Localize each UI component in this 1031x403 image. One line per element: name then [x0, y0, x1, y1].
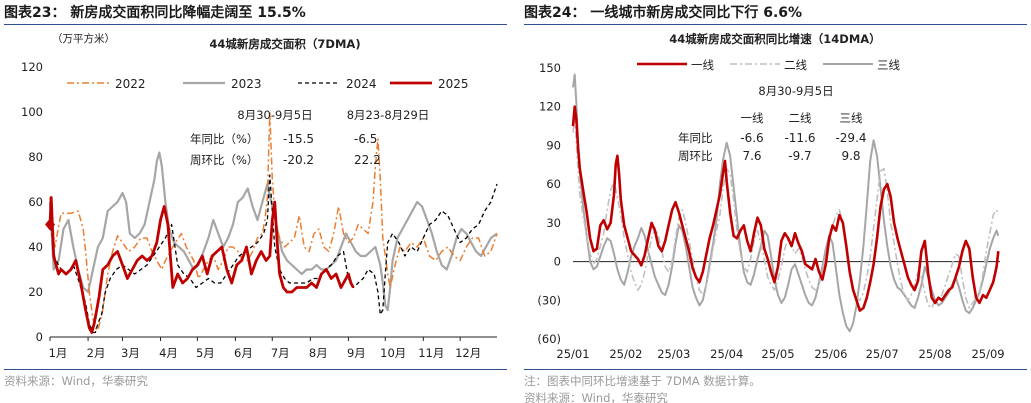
- right-annotation-date: 8月30-9月5日: [758, 84, 833, 98]
- right-x-tick-label: 25/01: [556, 347, 589, 361]
- right-x-tick-label: 25/06: [814, 347, 847, 361]
- left-x-tick-label: 12月: [455, 346, 481, 360]
- left-x-tick-label: 3月: [121, 346, 140, 360]
- right-legend-label: 一线: [691, 58, 714, 72]
- right-y-tick-label: 0: [554, 255, 561, 269]
- series-line-二线: [572, 116, 1000, 309]
- left-legend-label: 2022: [115, 77, 146, 91]
- right-y-tick-label: 120: [539, 100, 561, 114]
- right-y-tick-label: 60: [546, 177, 561, 191]
- series-line-2022: [49, 111, 498, 332]
- right-legend-label: 三线: [877, 58, 900, 72]
- right-y-tick-label: 150: [539, 61, 561, 75]
- right-annotation-row-label: 周环比: [678, 149, 713, 163]
- left-legend-label: 2025: [438, 77, 469, 91]
- right-annotation-value: -9.7: [788, 149, 811, 163]
- left-y-tick-label: 100: [21, 105, 43, 119]
- left-y-tick-label: 120: [21, 60, 43, 74]
- right-annotation-header: 三线: [840, 111, 863, 125]
- left-source-note: 资料来源：Wind，华泰研究: [4, 374, 148, 388]
- left-2025-start-marker: [45, 218, 55, 231]
- left-x-tick-label: 4月: [159, 346, 178, 360]
- right-y-tick-label: 90: [546, 138, 561, 152]
- left-x-tick-label: 8月: [309, 346, 328, 360]
- left-ylabel: （万平方米）: [52, 32, 115, 45]
- right-footnote: 注：图表中同环比增速基于 7DMA 数据计算。: [524, 374, 761, 388]
- left-figure-title: 图表23： 新房成交面积同比降幅走阔至 15.5%: [4, 5, 306, 21]
- right-annotation-value: 7.6: [742, 149, 761, 163]
- left-annotation-row-label: 年同比（%）: [190, 132, 258, 146]
- left-annotation-value: -15.5: [283, 132, 314, 146]
- left-x-tick-label: 7月: [271, 346, 290, 360]
- right-annotation-value: 9.8: [841, 149, 860, 163]
- left-y-tick-label: 40: [28, 240, 43, 254]
- series-line-2024: [49, 174, 498, 334]
- series-line-2023: [48, 151, 498, 312]
- left-x-tick-label: 2月: [87, 346, 106, 360]
- left-x-tick-label: 6月: [234, 346, 253, 360]
- left-y-tick-label: 20: [28, 285, 43, 299]
- right-annotation-value: -29.4: [835, 131, 866, 145]
- left-y-tick-label: 60: [28, 195, 43, 209]
- left-annotation-value: -20.2: [283, 153, 314, 167]
- right-x-tick-label: 25/05: [761, 347, 794, 361]
- right-x-tick-label: 25/02: [609, 347, 642, 361]
- left-annotation-header: 8月30-9月5日: [237, 108, 312, 122]
- left-annotation-row-label: 周环比（%）: [190, 153, 258, 167]
- right-annotation-row-label: 年同比: [678, 131, 713, 145]
- left-x-tick-label: 9月: [347, 346, 366, 360]
- right-y-tick-label: (60): [537, 332, 561, 346]
- right-legend-label: 二线: [784, 58, 807, 72]
- left-x-tick-label: 11月: [418, 346, 444, 360]
- left-y-tick-label: 80: [28, 150, 43, 164]
- left-title-rule: [4, 24, 507, 25]
- left-x-tick-label: 1月: [49, 346, 68, 360]
- right-y-tick-label: 30: [546, 216, 561, 230]
- left-bottom-rule: [4, 369, 507, 370]
- left-chart-title: 44城新房成交面积（7DMA): [209, 37, 360, 51]
- right-figure-title: 图表24： 一线城市新房成交同比下行 6.6%: [524, 5, 803, 21]
- left-x-tick-label: 5月: [196, 346, 215, 360]
- right-annotation-header: 一线: [741, 111, 764, 125]
- right-x-tick-label: 25/03: [657, 347, 690, 361]
- right-y-tick-label: (30): [537, 293, 561, 307]
- left-annotation-header: 8月23-8月29日: [347, 108, 430, 122]
- left-x-tick-label: 10月: [380, 346, 406, 360]
- right-x-tick-label: 25/04: [710, 347, 743, 361]
- series-line-三线: [572, 73, 1000, 333]
- right-source-note: 资料来源：Wind，华泰研究: [524, 391, 668, 403]
- right-chart-title: 44城新房成交面积同比增速（14DMA）: [669, 32, 880, 46]
- right-title-rule: [524, 24, 1027, 25]
- right-x-tick-label: 25/07: [866, 347, 899, 361]
- right-annotation-header: 二线: [789, 111, 812, 125]
- left-annotation-value: 22.2: [354, 153, 381, 167]
- series-line-2025: [48, 196, 355, 334]
- right-x-tick-label: 25/08: [919, 347, 952, 361]
- right-annotation-value: -11.6: [784, 131, 815, 145]
- right-bottom-rule: [524, 369, 1027, 370]
- right-annotation-value: -6.6: [740, 131, 763, 145]
- right-x-tick-label: 25/09: [971, 347, 1004, 361]
- series-line-一线: [571, 105, 1000, 312]
- left-legend-label: 2024: [346, 77, 377, 91]
- left-legend-label: 2023: [231, 77, 262, 91]
- left-annotation-value: -6.5: [354, 132, 377, 146]
- left-y-tick-label: 0: [36, 330, 43, 344]
